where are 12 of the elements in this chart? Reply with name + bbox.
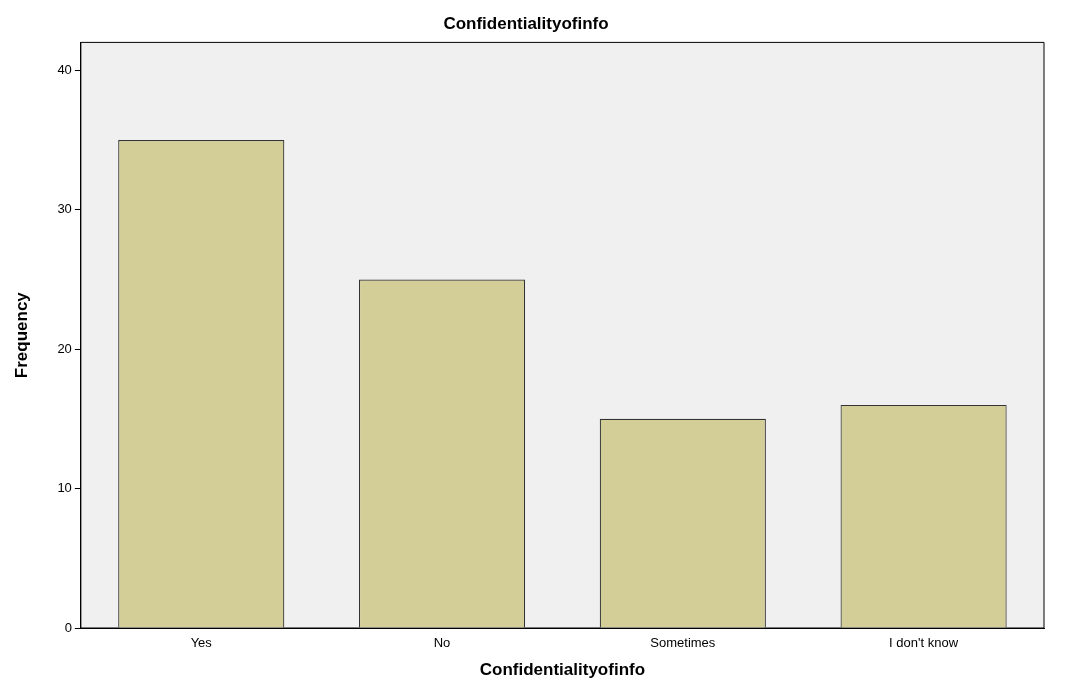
x-axis-title: Confidentialityofinfo [479,660,646,680]
y-axis-title: Frequency [11,291,31,379]
y-tick-label: 10 [57,480,72,496]
y-tick-label: 20 [57,340,72,356]
y-tick-label: 0 [64,619,72,635]
y-tick-label: 40 [57,61,72,77]
x-tick-label: Yes [190,635,213,651]
chart-title: Confidentialityofinfo [443,13,609,33]
x-tick-label: I don't know [889,635,959,651]
y-tick-label: 30 [57,201,72,217]
x-tick-label: No [433,635,451,651]
x-tick-label: Sometimes [650,635,716,651]
